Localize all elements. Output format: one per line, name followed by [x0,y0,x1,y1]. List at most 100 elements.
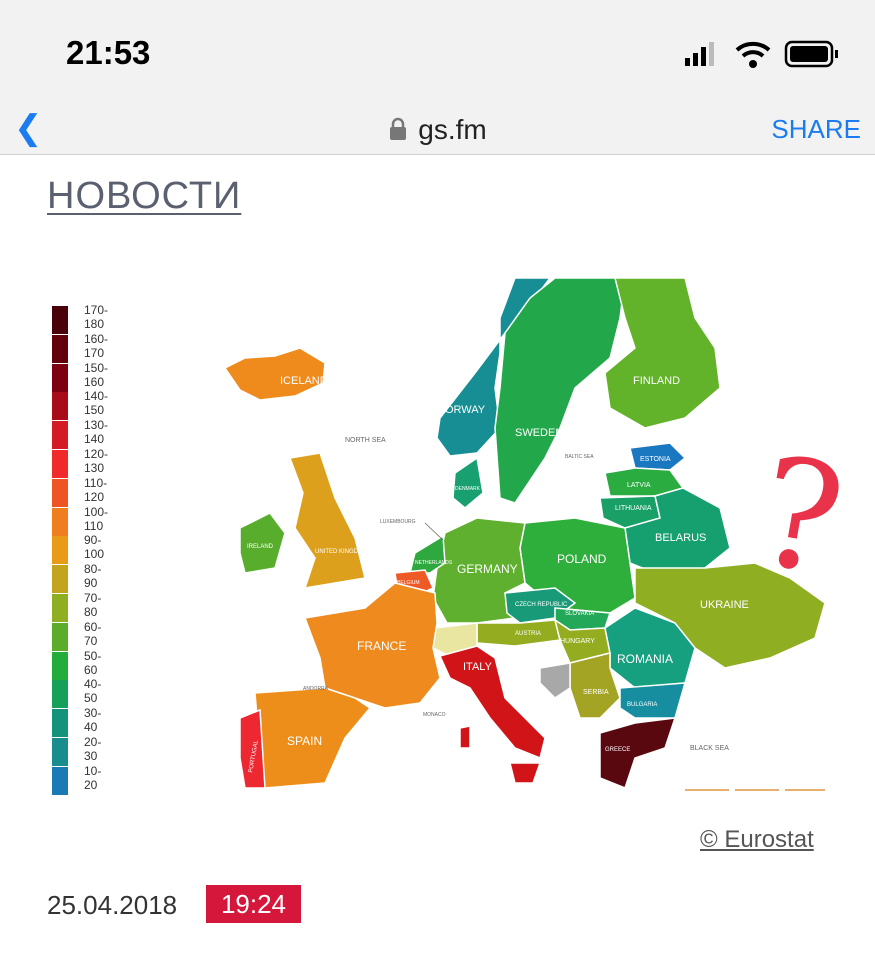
browser-bar: ❮ gs.fm SHARE [0,100,875,155]
country-ireland [239,512,286,574]
label-germany: GERMANY [457,562,518,576]
europe-map: ICELAND NORWAY SWEDEN FINLAND ESTONIA LA… [223,278,826,791]
country-iceland [223,347,326,401]
label-norway: NORWAY [437,404,486,416]
legend-swatch [52,306,68,334]
legend-swatch [52,449,68,478]
legend-swatch [52,709,68,738]
country-italy [459,725,471,749]
country-bosnia [539,662,571,699]
legend-label: 60-70 [84,619,102,648]
country-italy [509,762,542,784]
label-lithuania: LITHUANIA [615,505,652,512]
label-baltic-sea: BALTIC SEA [565,454,594,460]
section-link[interactable]: НОВОСТИ [47,175,242,217]
legend-swatch [52,680,68,709]
country-netherlands [409,534,446,574]
signal-icon [685,42,714,66]
legend-swatch [52,622,68,651]
legend-label: 70-80 [84,590,102,619]
legend-swatch [52,392,68,421]
legend-swatch [52,478,68,507]
legend-label: 150-160 [84,360,109,389]
legend-swatch [52,651,68,680]
share-button[interactable]: SHARE [771,114,861,144]
legend-label: 90-100 [84,533,105,562]
legend-label: 40-50 [84,677,102,706]
legend-label: 30-40 [84,706,102,735]
chevron-left-icon[interactable]: ❮ [14,109,43,147]
label-finland: FINLAND [633,375,680,387]
legend-label: 110-120 [84,475,108,504]
label-ireland: IRELAND [247,544,274,550]
label-estonia: ESTONIA [640,456,671,463]
url-field[interactable]: gs.fm [0,114,875,146]
legend-label: 170-180 [84,303,109,331]
legend-label: 160-170 [84,331,109,360]
label-slovakia: SLOVAKIA [565,611,594,617]
label-italy: ITALY [463,661,493,673]
label-iceland: ICELAND [280,375,328,387]
legend-swatch [52,766,68,795]
label-bulgaria: BULGARIA [627,702,657,708]
country-ukraine [634,562,826,669]
label-uk: UNITED KINGDOM [315,549,368,555]
country-uk [288,452,366,589]
label-black-sea: BLACK SEA [690,745,729,752]
label-latvia: LATVIA [627,482,651,489]
legend-swatch [52,737,68,766]
lock-icon [390,117,407,140]
legend-label: 120-130 [84,446,109,475]
article-date: 25.04.2018 [47,890,178,920]
legend-swatch [52,593,68,622]
status-bar: 21:53 [0,0,875,100]
label-france: FRANCE [357,639,406,653]
legend-swatch [52,565,68,594]
label-spain: SPAIN [287,734,322,748]
country-denmark [452,456,484,509]
clock: 21:53 [66,34,151,71]
legend-label: 50-60 [84,648,102,677]
label-luxembourg: LUXEMBOURG [380,519,416,525]
label-belgium: BELGIUM [397,580,420,586]
article-time-badge: 19:24 [206,885,301,923]
legend-label: 130-140 [84,418,109,447]
label-czech: CZECH REPUBLIC [515,602,568,608]
legend-label: 10-20 [84,763,102,792]
label-hungary: HUNGARY [560,638,595,645]
credit-link[interactable]: © Eurostat [700,826,814,853]
wifi-icon [735,41,771,68]
legend-label: 80-90 [84,562,102,591]
label-greece: GREECE [605,747,630,753]
label-belarus: BELARUS [655,532,706,544]
country-greece [599,717,677,789]
label-serbia: SERBIA [583,689,609,696]
country-labels: ICELAND NORWAY SWEDEN FINLAND ESTONIA LA… [247,375,749,773]
label-poland: POLAND [557,552,607,566]
label-romania: ROMANIA [617,652,673,666]
country-sweden [494,278,626,504]
country-portugal [239,708,266,789]
label-monaco: MONACO [423,712,446,718]
url-text: gs.fm [418,114,487,145]
label-portugal: PORTUGAL [248,739,260,773]
legend-swatch [52,507,68,536]
legend-label: 20-30 [84,734,102,763]
label-andorra: ANDORRA [303,686,329,692]
legend-swatch [52,334,68,363]
label-austria: AUSTRIA [515,631,541,637]
legend-swatch [52,363,68,392]
label-ukraine: UKRAINE [700,599,749,611]
label-north-sea: NORTH SEA [345,437,386,444]
legend-label: 140-150 [84,389,109,418]
country-estonia [629,442,687,471]
country-bulgaria [619,682,687,719]
label-netherlands: NETHERLANDS [415,560,453,566]
country-italy [438,645,546,760]
legend-swatch [52,536,68,565]
country-serbia [569,652,621,719]
label-sweden: SWEDEN [515,427,563,439]
country-finland [604,278,721,429]
battery-icon [784,40,838,68]
legend-label: 100-110 [84,504,109,533]
